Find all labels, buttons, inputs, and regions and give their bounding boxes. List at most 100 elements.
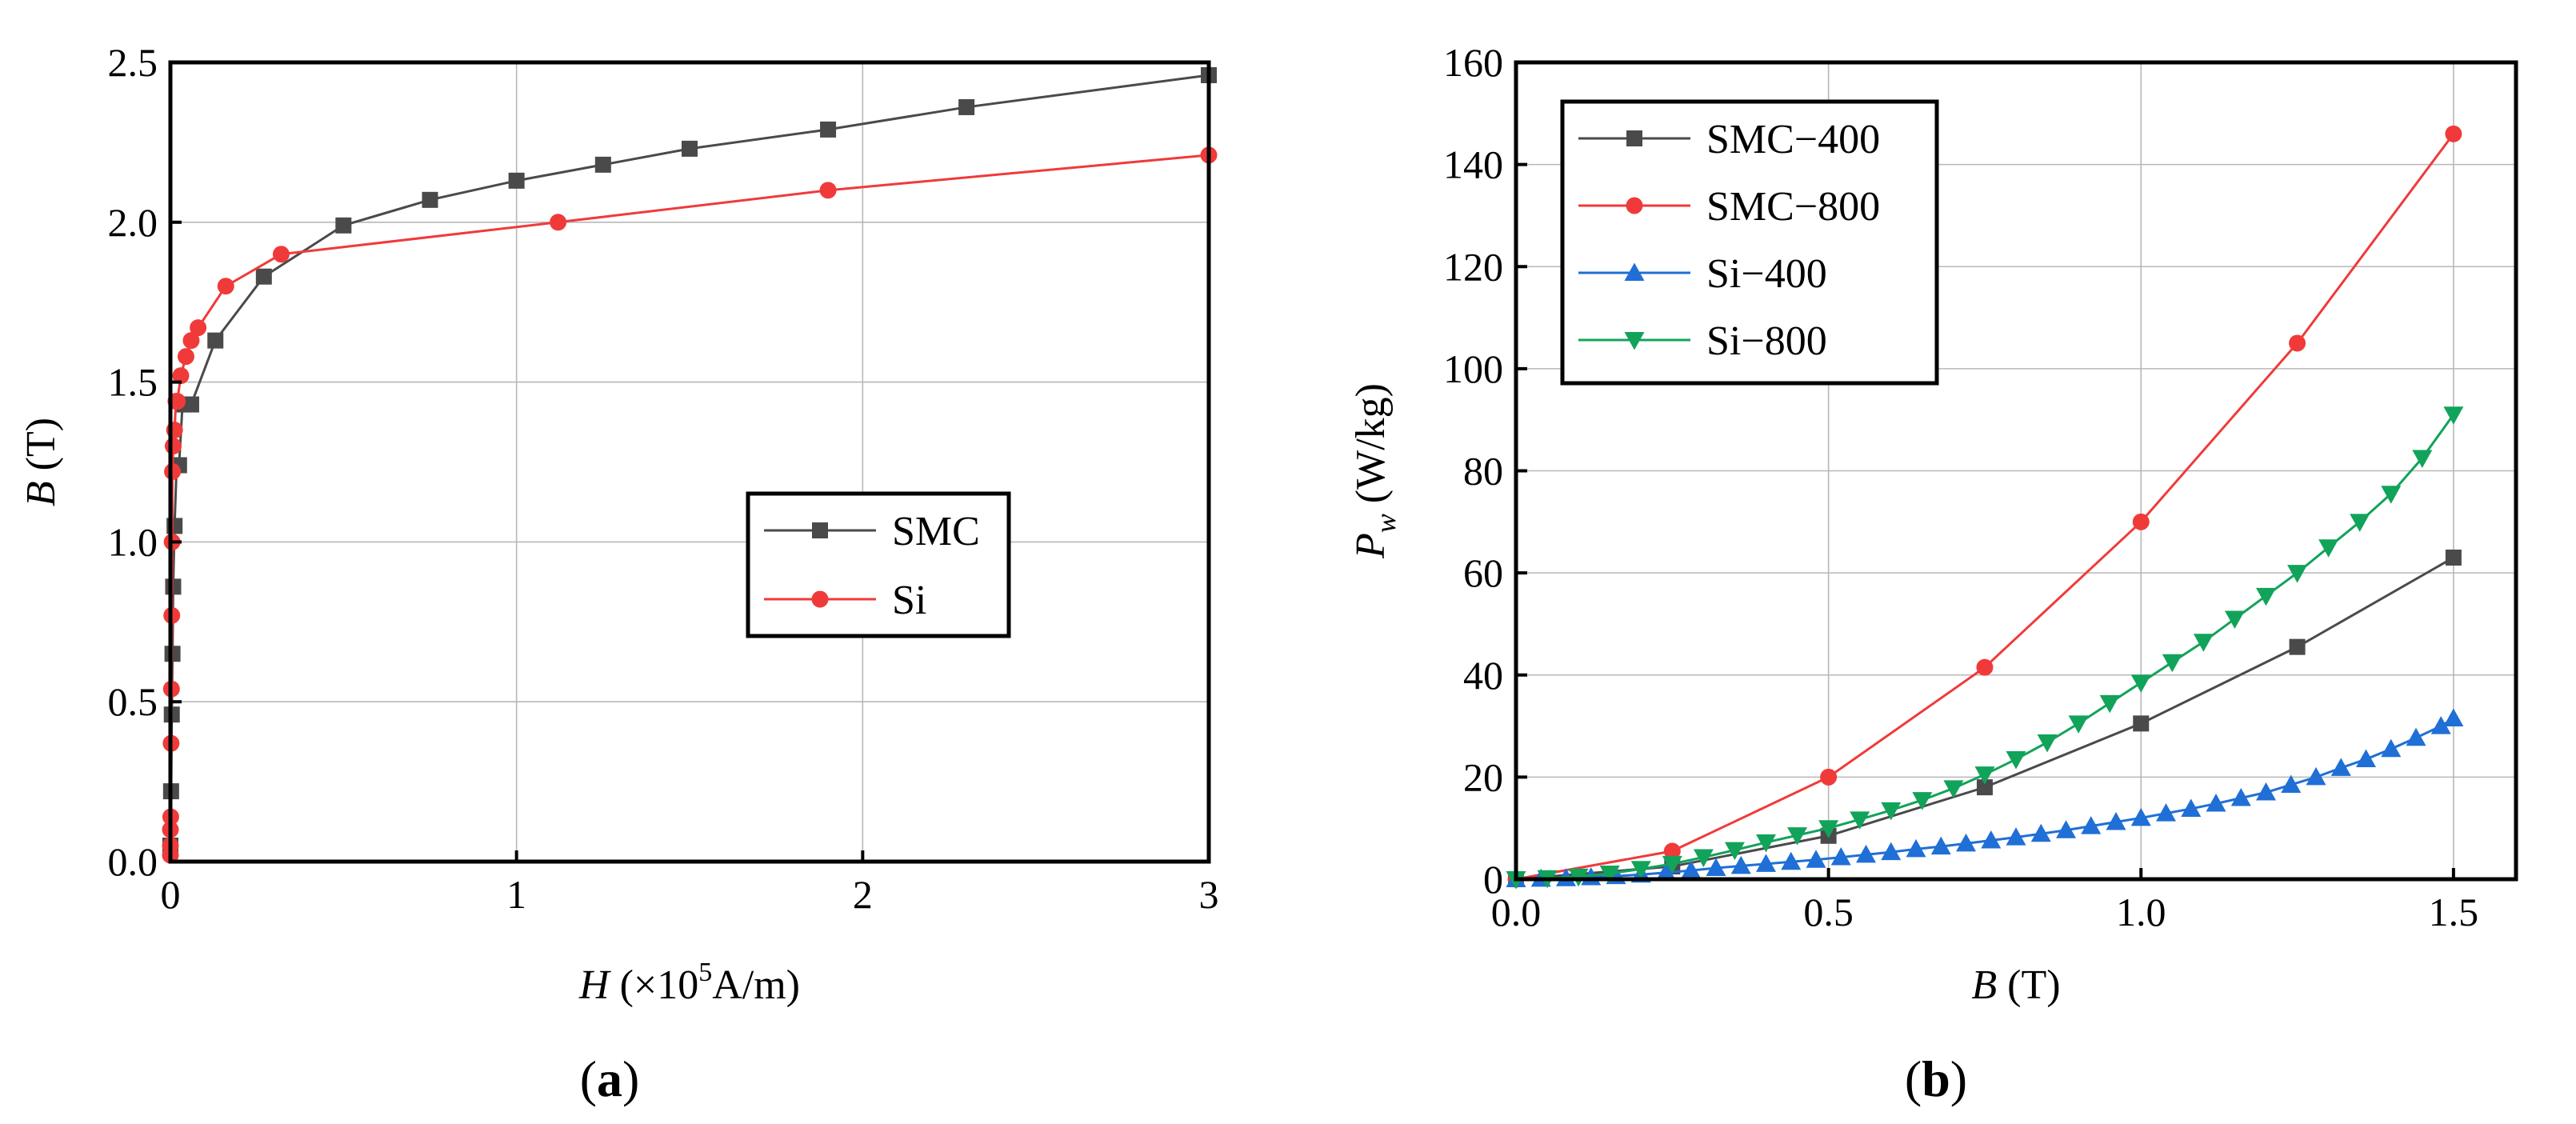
data-point [2381, 738, 2402, 758]
data-point [1881, 842, 1902, 861]
y-tick-label: 2.5 [108, 40, 158, 85]
data-point [165, 578, 182, 595]
data-point [2350, 514, 2370, 532]
data-point [2193, 634, 2214, 652]
data-point [1830, 847, 1851, 866]
data-point [2281, 774, 2302, 793]
data-point [1820, 768, 1838, 786]
data-point [2156, 803, 2176, 822]
x-axis-label-b: B (T) [1971, 962, 2060, 1008]
data-point [2256, 587, 2276, 606]
data-point [820, 121, 837, 138]
data-point [1724, 842, 1745, 861]
legend-entry: Si [764, 578, 926, 623]
data-point [1856, 844, 1876, 863]
legend-entry: SMC−800 [1578, 184, 1880, 230]
data-point [1756, 834, 1776, 853]
data-point [550, 214, 567, 231]
data-point [2445, 125, 2462, 142]
x-tick-label: 1 [506, 872, 526, 917]
legend-label: Si−800 [1706, 318, 1827, 364]
series-SMC [162, 66, 1217, 854]
data-point [1730, 855, 1751, 874]
data-point [682, 140, 698, 157]
data-point [169, 393, 186, 410]
data-point [2224, 610, 2245, 630]
data-point [958, 98, 975, 115]
x-tick-label: 0.5 [1803, 890, 1854, 934]
series-Si−800 [1506, 406, 2464, 890]
data-point [1681, 860, 1702, 879]
panel-label-b: (b) [1905, 1050, 1967, 1107]
data-point [2099, 694, 2120, 714]
legend-a: SMC Si [746, 491, 1011, 638]
data-point [255, 268, 272, 285]
x-tick-label: 1.0 [2116, 890, 2166, 934]
data-point [1976, 658, 1994, 676]
data-point [2256, 782, 2276, 801]
plot-frame-a [168, 60, 1211, 864]
legend-entry: SMC [764, 509, 980, 554]
x-tick-label: 2 [853, 872, 873, 917]
panel-label-a: (a) [580, 1050, 640, 1107]
y-tick-label: 160 [1443, 40, 1503, 85]
data-point [2287, 565, 2308, 583]
data-point [2056, 820, 2076, 838]
chart-panel-a: 0 1 2 3 0.0 0.5 1.0 1.5 2.0 2.5 H (×105A/m) B (T)… [18, 40, 1219, 1107]
ticks-a: 0 1 2 3 0.0 0.5 1.0 1.5 2.0 2.5 [108, 40, 1219, 917]
data-point [1663, 842, 1681, 860]
y-tick-label: 40 [1463, 653, 1503, 698]
legend-entry: Si−400 [1578, 251, 1827, 297]
y-tick-label: 0 [1483, 857, 1503, 902]
data-point [1693, 849, 1714, 868]
legend-label: SMC−400 [1706, 117, 1880, 162]
data-point [2132, 513, 2150, 530]
data-point [2206, 794, 2226, 812]
data-point [1943, 780, 1964, 798]
x-tick-label: 3 [1199, 872, 1219, 917]
data-point [164, 462, 182, 480]
data-point [2381, 486, 2402, 504]
legend-marker [1626, 130, 1642, 146]
legend-label: SMC [892, 509, 980, 554]
y-tick-label: 100 [1443, 346, 1503, 391]
series-Si [162, 146, 1218, 864]
data-point [2130, 807, 2151, 826]
data-point [1974, 766, 1995, 785]
data-point [1662, 855, 1682, 874]
series-line [1515, 556, 2454, 881]
y-tick-label: 1.0 [108, 519, 158, 564]
data-point [1881, 802, 1902, 821]
data-point [2289, 334, 2306, 352]
data-point [2289, 638, 2306, 655]
data-point [2037, 734, 2058, 753]
data-point [2430, 716, 2451, 734]
y-tick-label: 80 [1463, 449, 1503, 494]
legend-entry: SMC−400 [1578, 117, 1880, 162]
data-point [2181, 798, 2202, 817]
y-tick-label: 140 [1443, 142, 1503, 187]
data-point [182, 332, 200, 350]
data-point [2306, 766, 2326, 786]
y-tick-label: 120 [1443, 244, 1503, 289]
data-point [2030, 823, 2051, 842]
data-point [819, 182, 837, 199]
data-point [217, 278, 234, 295]
data-point [182, 396, 199, 413]
data-point [1981, 830, 2002, 849]
y-tick-label: 0.0 [108, 839, 158, 884]
series-line [169, 74, 1210, 846]
data-point [272, 246, 290, 263]
data-point [1756, 854, 1776, 872]
data-point [2230, 788, 2251, 806]
data-point [1656, 862, 1676, 881]
data-point [2445, 549, 2462, 566]
series-line [1515, 414, 2455, 881]
data-point [1806, 850, 1826, 868]
data-point [2330, 758, 2351, 776]
series-Si−400 [1506, 708, 2464, 887]
legend-box [746, 491, 1011, 638]
legend-label: Si [892, 578, 926, 623]
